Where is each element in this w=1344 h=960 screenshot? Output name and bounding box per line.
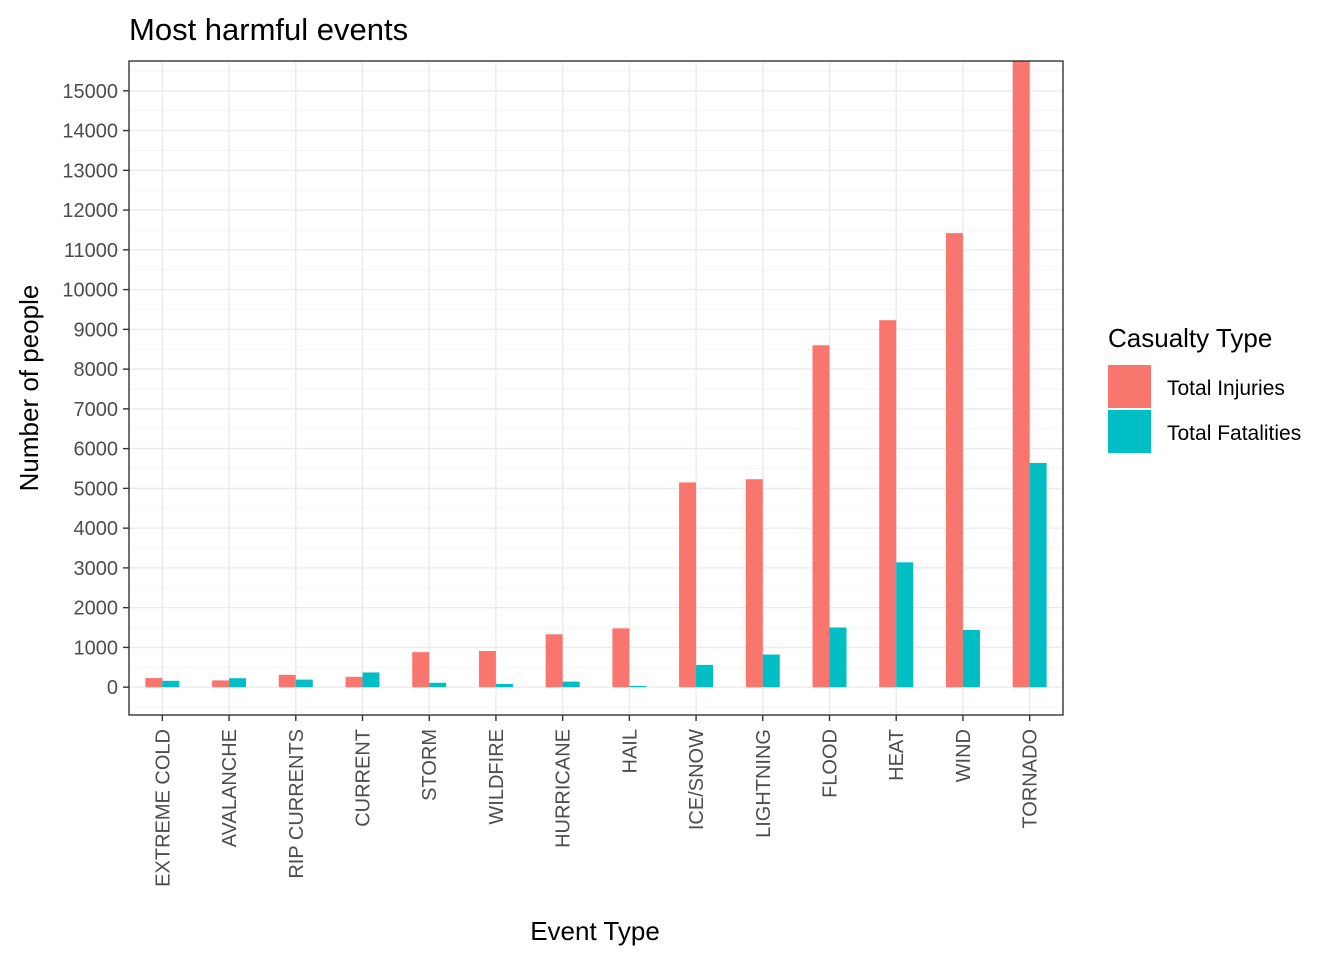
y-tick-label: 6000	[74, 439, 119, 461]
bar-fatalities-wind	[962, 629, 980, 688]
plot-border	[128, 60, 1064, 716]
y-tick-label: 4000	[74, 518, 119, 540]
bar-injuries-avalanche	[212, 680, 230, 688]
x-tick-label: EXTREME COLD	[152, 729, 174, 887]
bar-injuries-wildfire	[478, 650, 496, 688]
x-tick-label: RIP CURRENTS	[286, 729, 308, 879]
legend-title: Casualty Type	[1108, 323, 1272, 353]
legend-key-fatalities	[1108, 410, 1151, 453]
bar-injuries-wind	[945, 233, 963, 688]
x-tick-label: HEAT	[886, 729, 908, 781]
bar-injuries-storm	[412, 652, 430, 688]
plot-background	[129, 61, 1063, 715]
x-tick-label: ICE/SNOW	[686, 729, 708, 830]
bar-fatalities-avalanche	[229, 678, 247, 688]
plot-area: 0 1000 2000 3000 4000 5000 6000 7000 8000 9000 100…	[62, 60, 1064, 887]
bar-injuries-flood	[812, 345, 830, 688]
legend-label-injuries: Total Injuries	[1167, 377, 1285, 400]
bar-injuries-rip-currents	[278, 674, 296, 688]
y-tick-label: 11000	[64, 240, 118, 262]
bar-injuries-hurricane	[545, 634, 563, 688]
x-tick-label: WILDFIRE	[486, 729, 508, 825]
bar-fatalities-current	[362, 672, 380, 688]
x-axis-title: Event Type	[530, 916, 660, 946]
chart-title: Most harmful events	[129, 12, 408, 47]
x-tick-label: HURRICANE	[553, 729, 575, 848]
bar-injuries-hail	[612, 628, 630, 688]
y-tick-label: 10000	[62, 280, 118, 302]
y-tick-label: 2000	[74, 598, 119, 620]
bar-injuries-ice-snow	[679, 482, 697, 688]
y-tick-label: 12000	[62, 200, 118, 222]
x-tick-label: AVALANCHE	[219, 729, 241, 847]
bar-injuries-tornado	[1012, 61, 1030, 688]
legend: Casualty Type Total Injuries Total Fatali…	[1108, 323, 1301, 453]
x-tick-label: LIGHTNING	[753, 729, 775, 838]
bar-injuries-heat	[879, 320, 897, 688]
y-tick-label: 13000	[62, 160, 118, 182]
y-tick-label: 5000	[74, 478, 119, 500]
bar-fatalities-tornado	[1029, 462, 1047, 688]
y-axis-title: Number of people	[14, 285, 44, 492]
x-tick-label: FLOOD	[820, 729, 842, 798]
bar-fatalities-hurricane	[562, 681, 580, 688]
y-tick-label: 1000	[74, 637, 119, 659]
bar-fatalities-wildfire	[495, 683, 513, 688]
x-tick-label: WIND	[953, 729, 975, 782]
legend-label-fatalities: Total Fatalities	[1167, 422, 1301, 445]
bar-fatalities-rip-currents	[295, 679, 313, 688]
bar-injuries-lightning	[745, 479, 763, 688]
x-tick-label: STORM	[419, 729, 441, 801]
bar-fatalities-ice-snow	[696, 664, 714, 688]
bar-fatalities-heat	[896, 562, 914, 688]
x-tick-label: HAIL	[619, 729, 641, 773]
y-tick-label: 3000	[74, 558, 119, 580]
y-tick-label: 8000	[74, 359, 119, 381]
bar-fatalities-hail	[629, 685, 647, 688]
bar-fatalities-flood	[829, 627, 847, 688]
y-tick-label: 14000	[62, 121, 118, 143]
x-tick-label: CURRENT	[353, 729, 375, 827]
y-tick-label: 9000	[74, 319, 119, 341]
bar-injuries-extreme-cold	[145, 678, 163, 688]
x-tick-label: TORNADO	[1020, 729, 1042, 829]
bar-fatalities-storm	[429, 682, 447, 688]
y-tick-label: 15000	[62, 81, 118, 103]
y-tick-label: 0	[107, 677, 118, 699]
bar-injuries-current	[345, 676, 363, 688]
y-tick-label: 7000	[74, 399, 119, 421]
legend-key-injuries	[1108, 365, 1151, 408]
bar-fatalities-extreme-cold	[162, 680, 180, 688]
bar-fatalities-lightning	[762, 654, 780, 688]
